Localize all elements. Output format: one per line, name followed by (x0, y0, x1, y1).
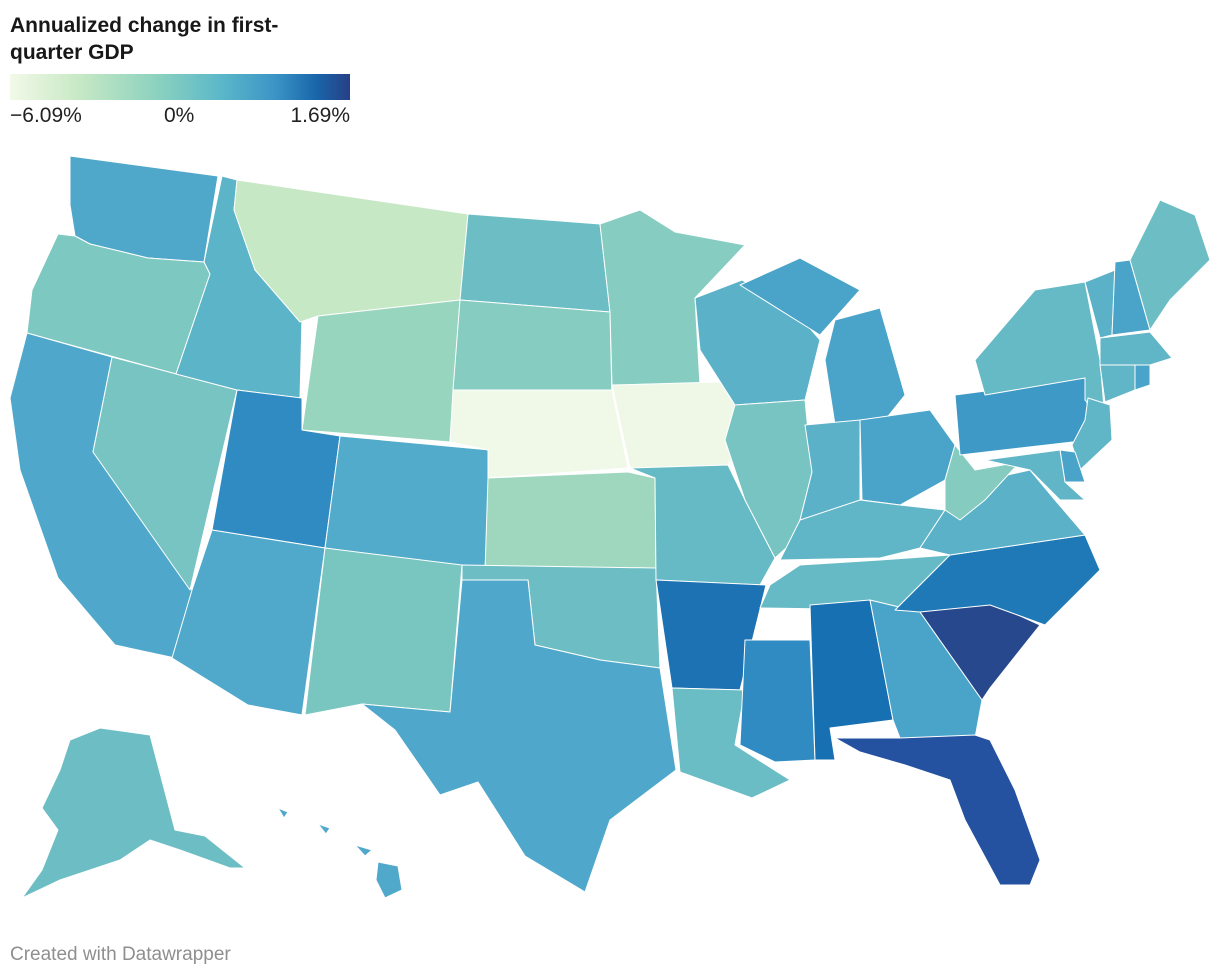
color-legend: −6.09% 0% 1.69% (10, 74, 350, 130)
state-me[interactable] (1129, 199, 1211, 331)
state-ri[interactable] (1134, 364, 1151, 391)
state-wv[interactable] (944, 444, 1021, 521)
chart-title: Annualized change in first-quarter GDP (10, 14, 279, 64)
legend-mid-label: 0% (164, 104, 195, 127)
state-ma[interactable] (1099, 331, 1173, 366)
state-wy[interactable] (301, 299, 461, 443)
state-ky[interactable] (779, 499, 946, 561)
state-pa[interactable] (954, 377, 1091, 456)
legend-min-label: −6.09% (10, 104, 82, 127)
legend-labels: −6.09% 0% 1.69% (10, 104, 350, 130)
state-oh[interactable] (859, 409, 956, 506)
state-nm[interactable] (304, 547, 463, 716)
state-sd[interactable] (452, 299, 613, 401)
state-ks[interactable] (484, 471, 657, 573)
state-ak[interactable] (21, 727, 246, 899)
legend-gradient-bar (10, 74, 350, 100)
state-hi[interactable] (277, 807, 403, 899)
state-md[interactable] (984, 449, 1086, 501)
state-ct[interactable] (1099, 364, 1136, 403)
state-ia[interactable] (611, 381, 749, 469)
state-tx[interactable] (361, 579, 677, 893)
state-ms[interactable] (739, 639, 816, 763)
credit-text: Created with Datawrapper (10, 944, 231, 965)
state-mo[interactable] (629, 464, 776, 586)
state-nd[interactable] (459, 213, 611, 313)
legend-max-label: 1.69% (290, 104, 350, 127)
state-fl[interactable] (834, 734, 1041, 886)
